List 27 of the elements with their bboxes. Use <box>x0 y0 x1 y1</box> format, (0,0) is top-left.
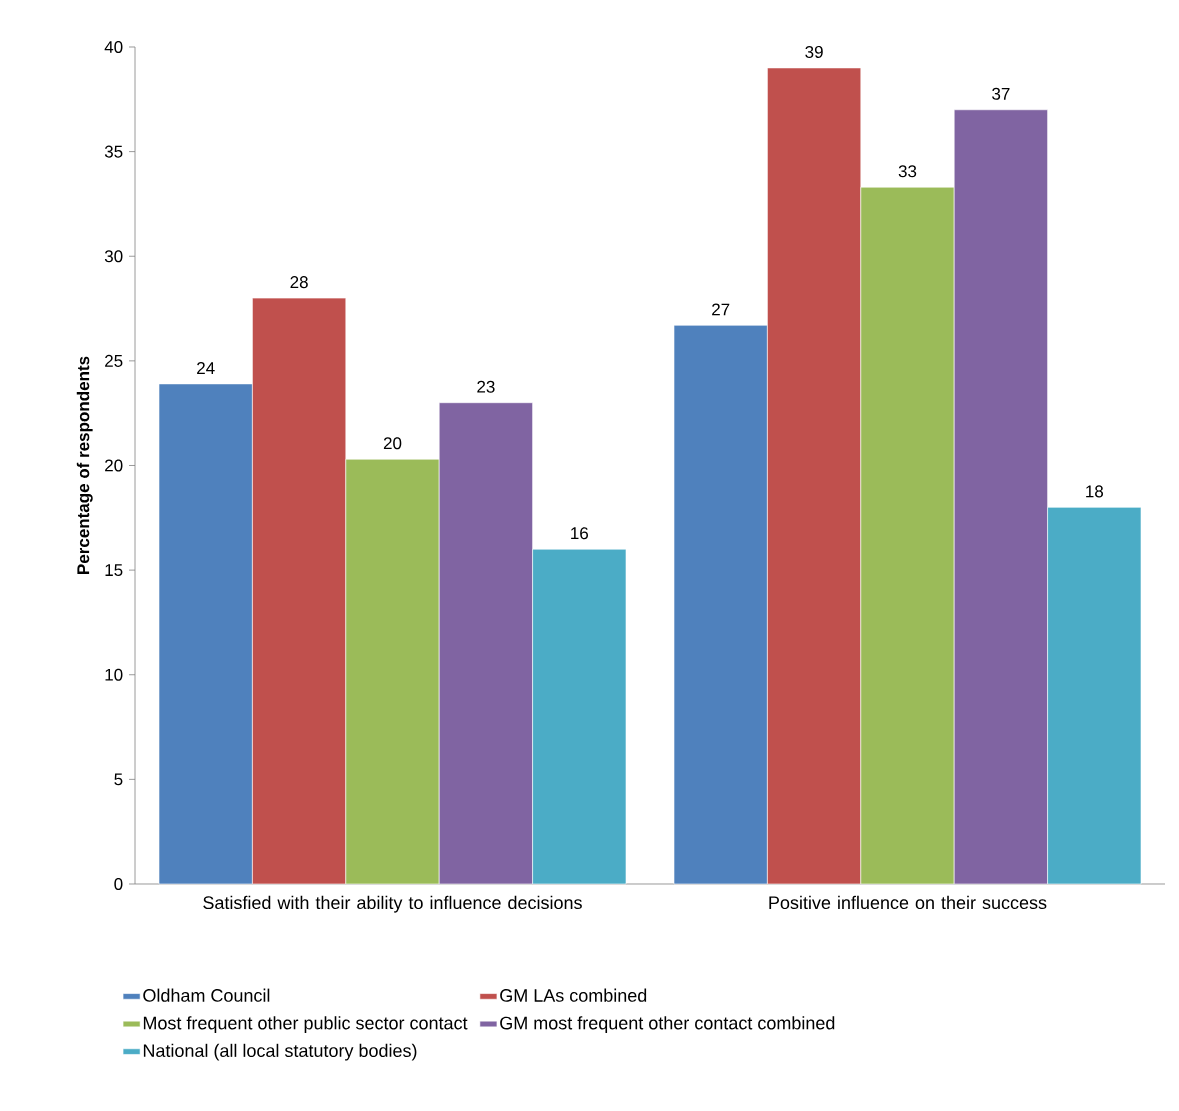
y-axis-title: Percentage of respondents <box>76 356 93 574</box>
legend-label: GM LAs combined <box>500 988 647 1002</box>
x-tick-label: Positive influence on their success <box>769 895 1047 910</box>
y-tick-label: 10 <box>105 668 123 681</box>
data-label: 39 <box>805 45 823 58</box>
data-label: 16 <box>571 527 589 540</box>
y-tick-label: 5 <box>114 773 123 786</box>
y-tick-label: 30 <box>104 250 123 263</box>
data-label: 37 <box>992 87 1010 100</box>
data-label: 18 <box>1086 485 1104 498</box>
legend-label: GM most frequent other contact combined <box>500 1016 835 1033</box>
y-tick-label: 40 <box>104 40 123 54</box>
y-tick-label: 0 <box>114 877 123 891</box>
y-tick-label: 25 <box>105 354 123 367</box>
legend-label: National (all local statutory bodies) <box>143 1043 417 1061</box>
y-tick-label: 15 <box>105 564 123 577</box>
data-label: 28 <box>290 276 308 289</box>
y-tick-label: 35 <box>104 145 123 158</box>
data-label: 27 <box>712 303 730 316</box>
data-label: 23 <box>477 380 495 393</box>
data-label: 20 <box>383 437 402 450</box>
legend-label: Oldham Council <box>143 988 270 1002</box>
data-label: 33 <box>898 165 917 178</box>
x-tick-label: Satisfied with their ability to influence decisions <box>203 895 582 913</box>
data-label: 24 <box>197 362 215 374</box>
y-tick-label: 20 <box>105 459 123 472</box>
legend-label: Most frequent other public sector contact <box>143 1016 468 1033</box>
